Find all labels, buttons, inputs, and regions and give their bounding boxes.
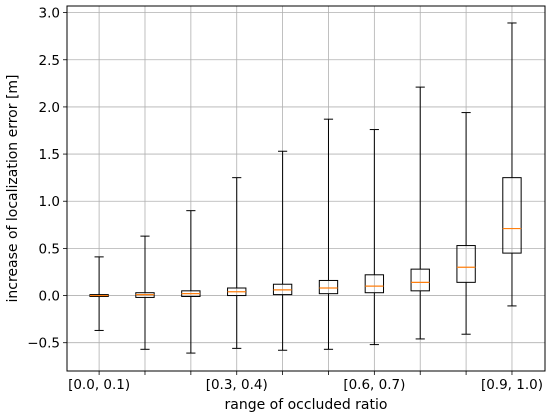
box-5 — [272, 150, 293, 351]
box-3 — [181, 210, 201, 354]
box-1 — [89, 256, 109, 331]
y-tick-label: 2.5 — [39, 53, 60, 69]
y-tick-label: 1.5 — [39, 147, 60, 163]
x-tick-label: [0.0, 0.1) — [68, 377, 130, 393]
x-axis-ticks: [0.0, 0.1) [0.3, 0.4) [0.6, 0.7) [0.9, 1.0) — [68, 371, 543, 393]
box-6 — [318, 118, 339, 350]
y-axis-label: increase of localization error [m] — [5, 74, 21, 302]
iqr-box — [410, 268, 430, 292]
iqr-box — [502, 177, 522, 254]
y-tick-label: 3.0 — [39, 6, 60, 22]
box-8 — [410, 86, 430, 340]
box-series — [89, 22, 522, 354]
iqr-box — [364, 274, 385, 294]
box-9 — [456, 112, 476, 335]
box-2 — [135, 235, 155, 350]
x-tick-label: [0.9, 1.0) — [481, 377, 543, 393]
y-tick-label: −0.5 — [27, 336, 60, 352]
plot-frame — [66, 5, 546, 372]
y-axis-ticks: −0.5 0.0 0.5 1.0 1.5 2.0 2.5 3.0 — [27, 6, 67, 352]
box-7 — [364, 129, 385, 346]
iqr-box — [456, 245, 476, 283]
x-tick-label: [0.6, 0.7) — [343, 377, 405, 393]
y-tick-label: 0.5 — [39, 241, 60, 257]
x-axis-label: range of occluded ratio — [225, 397, 388, 413]
x-tick-label: [0.3, 0.4) — [206, 377, 268, 393]
box-10 — [502, 22, 522, 307]
iqr-box — [318, 279, 339, 295]
y-tick-label: 0.0 — [39, 289, 60, 305]
grid — [67, 6, 545, 371]
y-tick-label: 1.0 — [39, 194, 60, 210]
y-tick-label: 2.0 — [39, 100, 60, 116]
box-4 — [227, 177, 247, 349]
